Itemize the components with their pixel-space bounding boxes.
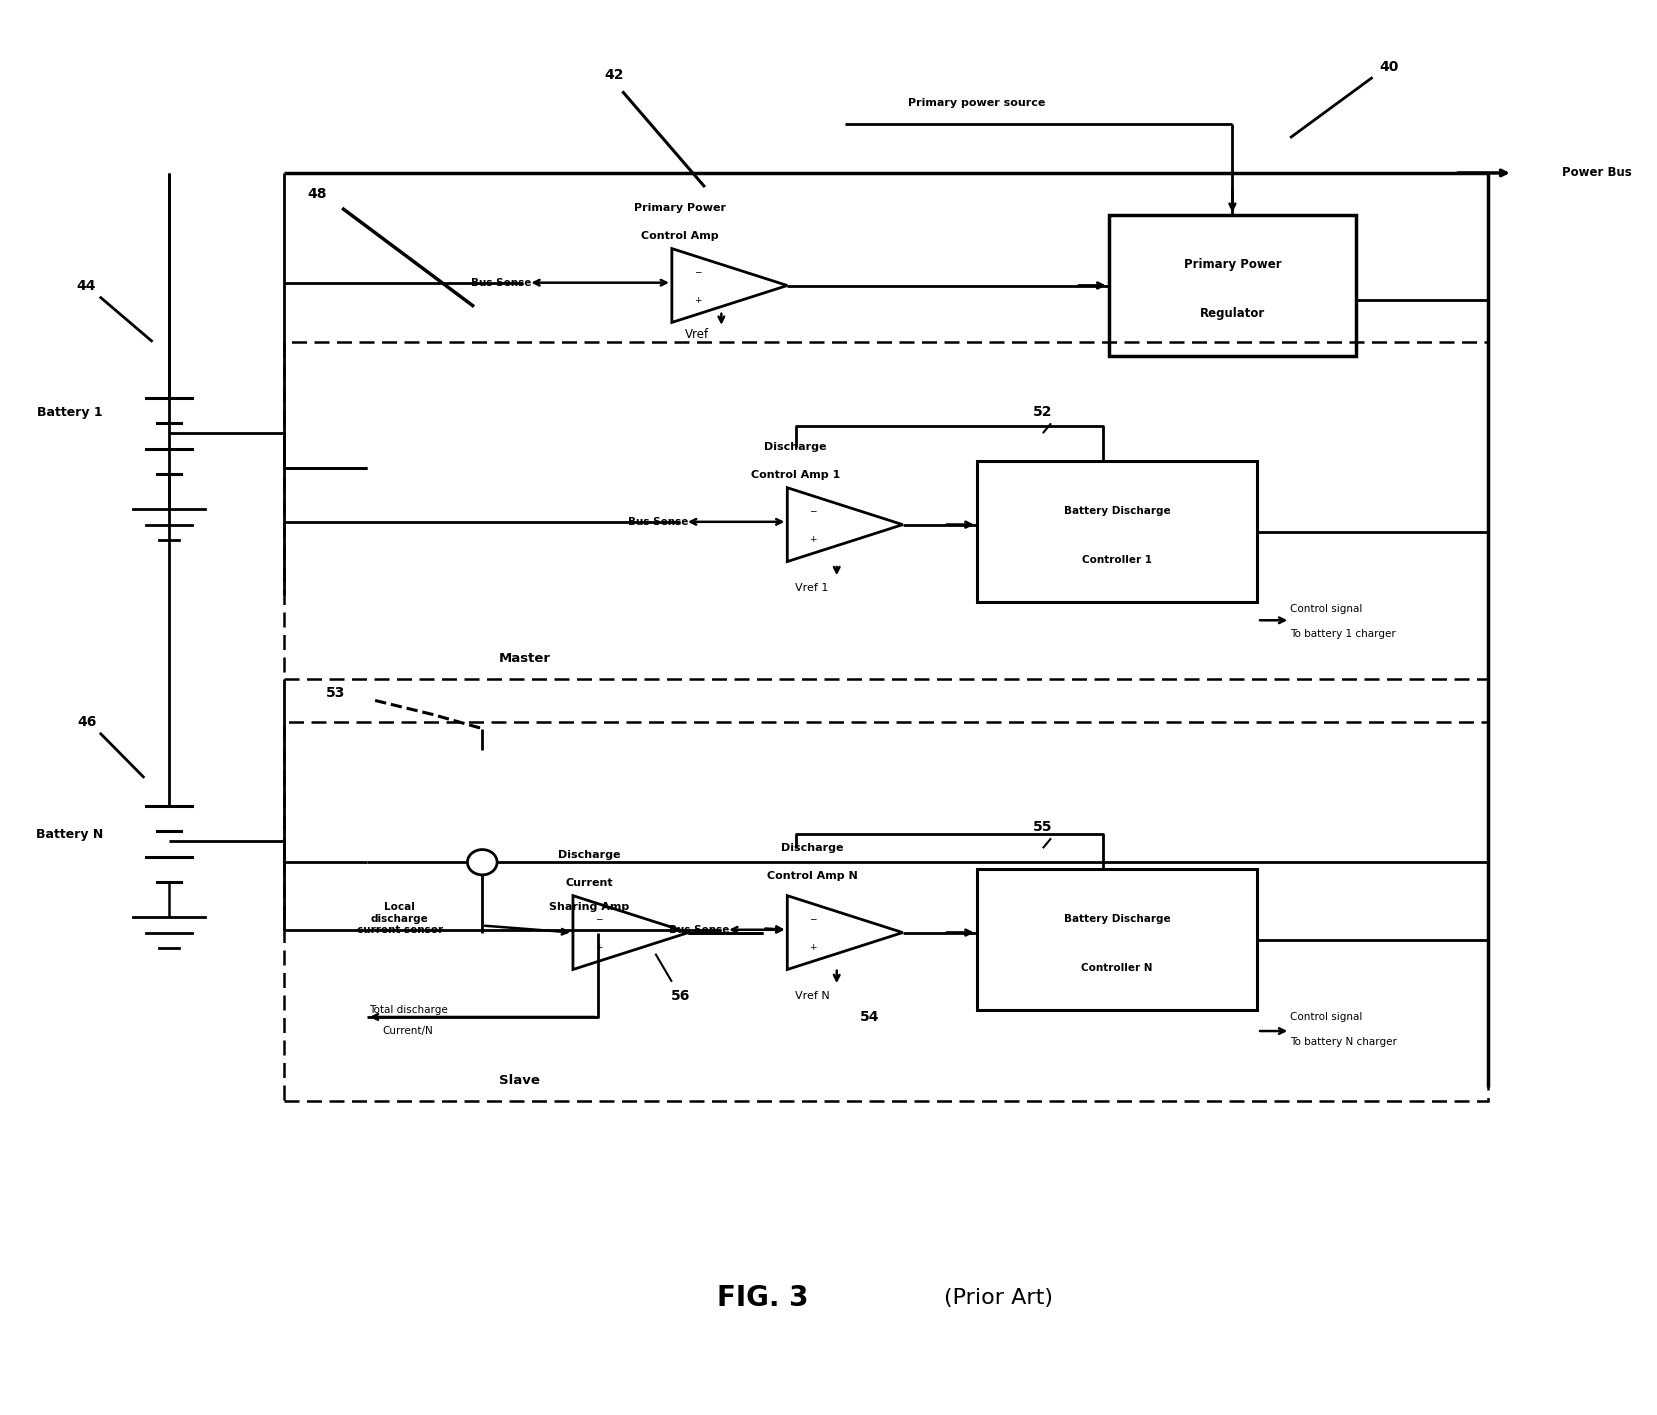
Text: Local
discharge
current sensor: Local discharge current sensor: [356, 901, 442, 935]
Text: +: +: [810, 535, 817, 543]
Text: Vref 1: Vref 1: [795, 583, 828, 593]
Text: Regulator: Regulator: [1200, 307, 1264, 320]
Text: Power Bus: Power Bus: [1563, 167, 1632, 180]
Text: 40: 40: [1379, 61, 1399, 75]
Text: Slave: Slave: [499, 1074, 540, 1087]
Text: 52: 52: [1032, 405, 1052, 419]
Text: To battery 1 charger: To battery 1 charger: [1291, 630, 1395, 640]
Text: Total discharge: Total discharge: [370, 1005, 447, 1015]
Text: 55: 55: [1032, 821, 1052, 833]
Text: Battery 1: Battery 1: [38, 406, 103, 419]
Text: Control signal: Control signal: [1291, 1012, 1362, 1022]
Text: (Prior Art): (Prior Art): [944, 1288, 1052, 1309]
Text: Controller 1: Controller 1: [1082, 555, 1152, 565]
Text: Bus Sense: Bus Sense: [669, 925, 729, 935]
Text: Sharing Amp: Sharing Amp: [550, 903, 630, 913]
Text: Control Amp: Control Amp: [641, 231, 719, 242]
Text: Battery N: Battery N: [36, 828, 103, 841]
Text: Primary Power: Primary Power: [1183, 258, 1281, 270]
Text: 56: 56: [671, 989, 689, 1003]
Text: Vref: Vref: [684, 328, 709, 341]
Text: 44: 44: [76, 279, 96, 293]
Text: Bus Sense: Bus Sense: [471, 277, 532, 287]
Text: Battery Discharge: Battery Discharge: [1064, 914, 1170, 924]
Text: Discharge: Discharge: [780, 843, 843, 853]
Text: 48: 48: [308, 187, 326, 201]
Text: To battery N charger: To battery N charger: [1291, 1037, 1397, 1047]
Text: Control Amp 1: Control Amp 1: [751, 470, 840, 481]
Text: Primary Power: Primary Power: [635, 204, 726, 214]
Text: 54: 54: [860, 1010, 880, 1024]
Text: Current/N: Current/N: [383, 1026, 434, 1036]
Text: Master: Master: [499, 652, 550, 665]
Text: Battery Discharge: Battery Discharge: [1064, 505, 1170, 515]
Text: −: −: [810, 507, 817, 515]
Text: −: −: [694, 267, 701, 276]
Text: Discharge: Discharge: [764, 443, 827, 453]
Text: Control Amp N: Control Amp N: [767, 872, 857, 882]
Text: −: −: [810, 914, 817, 923]
Text: Discharge: Discharge: [558, 850, 621, 860]
Text: Primary power source: Primary power source: [908, 98, 1046, 108]
Text: Controller N: Controller N: [1082, 962, 1153, 972]
Text: 46: 46: [76, 715, 96, 729]
Text: Current: Current: [565, 879, 613, 889]
Text: Vref N: Vref N: [795, 990, 830, 1000]
Bar: [285, 722, 1488, 1101]
Text: +: +: [595, 942, 603, 952]
Text: +: +: [810, 942, 817, 952]
Text: 53: 53: [326, 686, 345, 700]
Text: Control signal: Control signal: [1291, 604, 1362, 614]
Text: 42: 42: [605, 68, 625, 82]
Bar: [285, 342, 1488, 679]
Text: Bus Sense: Bus Sense: [628, 516, 688, 526]
Text: FIG. 3: FIG. 3: [717, 1285, 809, 1312]
Bar: [1109, 215, 1355, 355]
Text: +: +: [694, 296, 701, 304]
Text: −: −: [595, 914, 603, 923]
Bar: [978, 869, 1258, 1010]
Bar: [978, 461, 1258, 601]
